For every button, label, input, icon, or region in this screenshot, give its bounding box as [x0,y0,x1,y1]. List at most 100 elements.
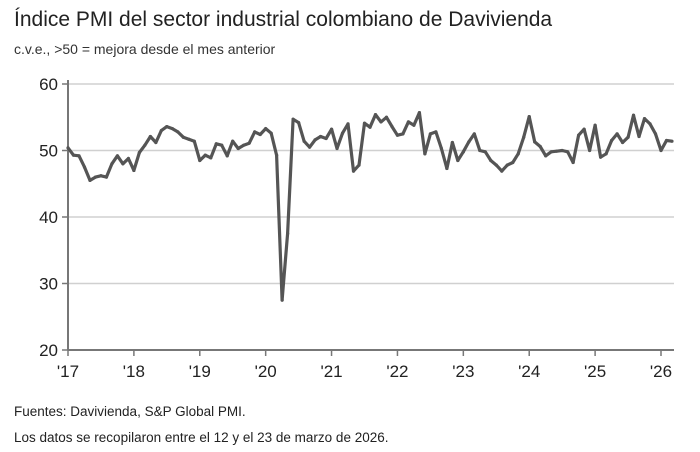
data-point [472,132,476,136]
data-point [390,124,394,129]
data-point [247,141,251,145]
data-point [236,146,240,151]
data-point [653,132,658,136]
data-point [351,169,356,173]
data-point [604,152,608,156]
data-point [220,143,224,147]
data-point [269,131,273,135]
data-point [324,136,328,141]
data-point [291,117,295,121]
data-point [620,140,625,145]
data-point [395,133,400,137]
data-point [170,126,174,131]
data-point [307,145,312,149]
data-point [582,127,586,131]
x-tick-label: '23 [452,362,474,381]
y-tick-label: 60 [39,75,58,94]
data-point [302,139,306,143]
data-point [165,124,169,129]
data-point [214,142,218,146]
data-point [253,130,257,134]
data-point [631,113,636,117]
data-point [555,149,559,153]
data-point [329,127,334,131]
data-collection-note: Los datos se recopilaron entre el 12 y e… [14,430,389,445]
data-point [88,178,92,183]
data-point [82,165,87,169]
data-point [664,138,669,143]
data-point [275,153,279,157]
data-point [467,140,471,144]
data-point [626,135,630,139]
data-point [511,160,515,165]
data-point [137,150,141,155]
data-point [560,148,564,153]
data-point [362,121,367,125]
data-point [577,133,581,137]
data-point [115,154,120,158]
data-point [522,135,526,139]
x-tick-label: '17 [57,362,79,381]
data-point [77,154,81,158]
x-tick-label: '24 [518,362,540,381]
data-point [401,132,405,136]
data-point [648,122,652,126]
data-point [406,120,411,124]
data-point [478,148,482,153]
data-point [148,134,152,139]
source-note: Fuentes: Davivienda, S&P Global PMI. [14,404,246,419]
data-point [494,163,498,167]
data-point [527,114,531,119]
data-point [423,152,427,156]
chart-title: Índice PMI del sector industrial colombi… [14,8,553,31]
y-tick-label: 50 [39,142,58,161]
data-point [132,168,136,173]
data-point [538,144,542,149]
data-point [71,153,76,157]
data-point [450,140,454,145]
x-tick-label: '18 [123,362,145,381]
x-tick-label: '21 [320,362,342,381]
y-tick-label: 40 [39,208,58,227]
data-point [121,162,125,166]
data-point [357,163,361,167]
x-tick-label: '19 [189,362,211,381]
data-point [566,150,570,154]
x-tick-label: '22 [386,362,408,381]
data-point [642,116,647,121]
data-point [549,150,553,154]
data-point [110,162,114,166]
data-point [379,120,383,124]
data-point [609,138,614,143]
chart-subtitle: c.v.e., >50 = mejora desde el mes anteri… [14,41,276,57]
data-point [434,130,438,134]
data-point [544,154,548,158]
x-tick-label: '26 [650,362,672,381]
data-point [198,158,202,163]
data-point [264,126,268,131]
data-point [599,155,603,159]
data-point [571,160,575,165]
y-tick-label: 20 [39,341,58,360]
data-point [340,131,345,135]
data-point [516,152,520,156]
data-point [384,115,389,119]
data-point [346,122,350,126]
data-point [231,139,235,143]
data-point [318,134,323,139]
data-point [428,132,432,136]
data-point [500,169,504,173]
data-point [66,146,70,150]
data-point [533,140,537,144]
data-point [297,120,301,125]
data-point [187,137,191,141]
data-point [593,123,597,127]
data-point [489,158,493,163]
data-point [126,156,130,161]
data-point [373,112,378,117]
data-point [637,134,641,139]
data-point [192,139,196,143]
data-point [104,175,109,179]
data-point [242,143,246,147]
data-point [203,153,207,157]
